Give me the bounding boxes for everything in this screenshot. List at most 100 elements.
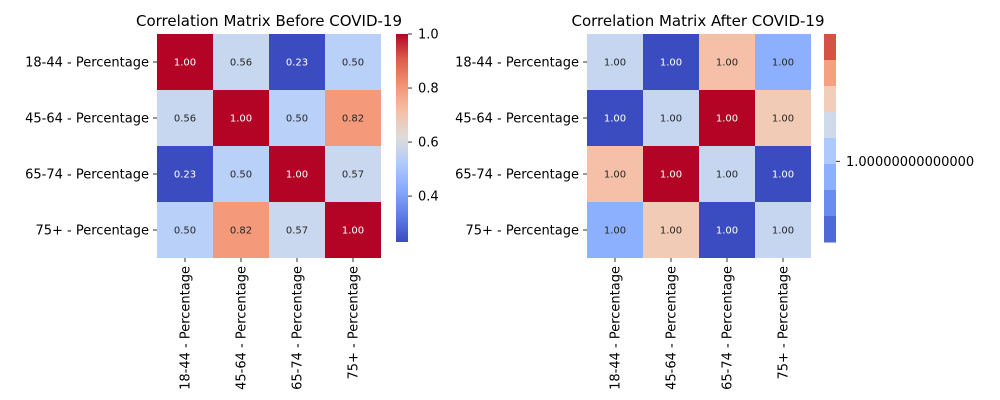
cell-value-label: 0.56 xyxy=(230,58,252,69)
cell-value-label: 1.00 xyxy=(342,226,364,237)
cell-value-label: 1.00 xyxy=(604,114,626,125)
colorbar-segment xyxy=(824,138,836,165)
colorbar-before-ticks: 0.4 0.6 0.8 1.0 xyxy=(408,28,439,205)
cell-value-label: 1.00 xyxy=(716,114,738,125)
row-label: 18-44 - Percentage xyxy=(25,56,149,71)
cell-value-label: 0.50 xyxy=(286,114,308,125)
cell-value-label: 0.57 xyxy=(286,226,308,237)
cell-value-label: 1.00 xyxy=(772,114,794,125)
colorbar-segment xyxy=(824,112,836,139)
heatmap-cell xyxy=(269,202,325,258)
column-label: 75+ - Percentage xyxy=(777,266,792,380)
heatmap-cell xyxy=(755,34,811,90)
column-label: 18-44 - Percentage xyxy=(179,266,194,390)
row-label: 75+ - Percentage xyxy=(465,224,579,239)
heatmap-cell xyxy=(643,90,699,146)
heatmap-cell xyxy=(699,34,755,90)
heatmap-cell xyxy=(643,34,699,90)
column-label: 65-74 - Percentage xyxy=(721,266,736,390)
row-label: 65-74 - Percentage xyxy=(25,168,149,183)
row-label: 65-74 - Percentage xyxy=(455,168,579,183)
heatmap-cell xyxy=(587,202,643,258)
cell-value-label: 0.23 xyxy=(174,170,196,181)
colorbar-after: 1.00000000000000 xyxy=(824,34,974,243)
heatmap-cell xyxy=(269,34,325,90)
heatmap-after-cells: 1.00 1.00 1.00 1.00 1.00 1.00 1.00 1.00 1.00 1.00… xyxy=(587,34,811,258)
heatmap-cell xyxy=(157,34,213,90)
heatmap-before: Correlation Matrix Before COVID-19 1.00 0… xyxy=(25,12,439,390)
heatmap-after: Correlation Matrix After COVID-19 1.00 1.… xyxy=(455,12,974,390)
heatmap-cell xyxy=(269,90,325,146)
heatmap-cell xyxy=(699,202,755,258)
row-label: 45-64 - Percentage xyxy=(25,112,149,127)
heatmap-cell xyxy=(325,90,381,146)
heatmap-cell xyxy=(643,202,699,258)
cell-value-label: 1.00 xyxy=(660,114,682,125)
column-label: 45-64 - Percentage xyxy=(665,266,680,390)
cell-value-label: 0.50 xyxy=(342,58,364,69)
colorbar-tick-label: 0.8 xyxy=(418,82,439,97)
heatmap-cell xyxy=(755,202,811,258)
heatmap-cell xyxy=(213,146,269,202)
cell-value-label: 0.23 xyxy=(286,58,308,69)
colorbar-tick-label: 0.6 xyxy=(418,136,439,151)
heatmap-cell xyxy=(157,146,213,202)
colorbar-segment xyxy=(824,60,836,87)
heatmap-cell xyxy=(213,34,269,90)
heatmap-cell xyxy=(587,90,643,146)
cell-value-label: 1.00 xyxy=(174,58,196,69)
colorbar-segment xyxy=(824,216,836,243)
cell-value-label: 0.50 xyxy=(230,170,252,181)
cell-value-label: 0.56 xyxy=(174,114,196,125)
column-label: 75+ - Percentage xyxy=(347,266,362,380)
cell-value-label: 0.82 xyxy=(230,226,252,237)
colorbar-after-bar xyxy=(824,34,836,243)
cell-value-label: 1.00 xyxy=(772,170,794,181)
heatmap-cell xyxy=(157,90,213,146)
heatmap-before-row-labels: 18-44 - Percentage 45-64 - Percentage 65-7… xyxy=(25,56,157,239)
cell-value-label: 0.50 xyxy=(174,226,196,237)
row-label: 75+ - Percentage xyxy=(35,224,149,239)
heatmap-cell xyxy=(755,146,811,202)
colorbar-segment xyxy=(824,86,836,113)
heatmap-after-title: Correlation Matrix After COVID-19 xyxy=(571,12,824,30)
heatmap-after-row-labels: 18-44 - Percentage 45-64 - Percentage 65-7… xyxy=(455,56,587,239)
heatmap-cell xyxy=(643,146,699,202)
cell-value-label: 1.00 xyxy=(230,114,252,125)
heatmap-cell xyxy=(213,202,269,258)
cell-value-label: 1.00 xyxy=(716,226,738,237)
colorbar-segment xyxy=(824,190,836,217)
cell-value-label: 1.00 xyxy=(604,226,626,237)
heatmap-cell xyxy=(587,34,643,90)
heatmap-before-title: Correlation Matrix Before COVID-19 xyxy=(136,12,402,30)
cell-value-label: 0.57 xyxy=(342,170,364,181)
heatmap-cell xyxy=(587,146,643,202)
colorbar-segment xyxy=(824,164,836,191)
cell-value-label: 1.00 xyxy=(772,226,794,237)
heatmap-cell xyxy=(157,202,213,258)
cell-value-label: 1.00 xyxy=(604,170,626,181)
column-label: 18-44 - Percentage xyxy=(609,266,624,390)
cell-value-label: 1.00 xyxy=(660,170,682,181)
colorbar-segment xyxy=(824,34,836,61)
colorbar-after-ticks: 1.00000000000000 xyxy=(836,155,974,170)
cell-value-label: 0.82 xyxy=(342,114,364,125)
heatmap-cell xyxy=(325,34,381,90)
heatmap-after-column-labels: 18-44 - Percentage 45-64 - Percentage 65-7… xyxy=(609,258,792,390)
cell-value-label: 1.00 xyxy=(604,58,626,69)
cell-value-label: 1.00 xyxy=(286,170,308,181)
colorbar-tick-label: 0.4 xyxy=(418,190,439,205)
row-label: 18-44 - Percentage xyxy=(455,56,579,71)
column-label: 65-74 - Percentage xyxy=(291,266,306,390)
heatmap-before-column-labels: 18-44 - Percentage 45-64 - Percentage 65-7… xyxy=(179,258,362,390)
cell-value-label: 1.00 xyxy=(716,170,738,181)
cell-value-label: 1.00 xyxy=(716,58,738,69)
heatmap-cell xyxy=(325,146,381,202)
heatmap-cell xyxy=(755,90,811,146)
colorbar-before-bar xyxy=(396,34,408,242)
heatmap-cell xyxy=(699,90,755,146)
cell-value-label: 1.00 xyxy=(660,58,682,69)
cell-value-label: 1.00 xyxy=(772,58,794,69)
heatmap-cell xyxy=(269,146,325,202)
